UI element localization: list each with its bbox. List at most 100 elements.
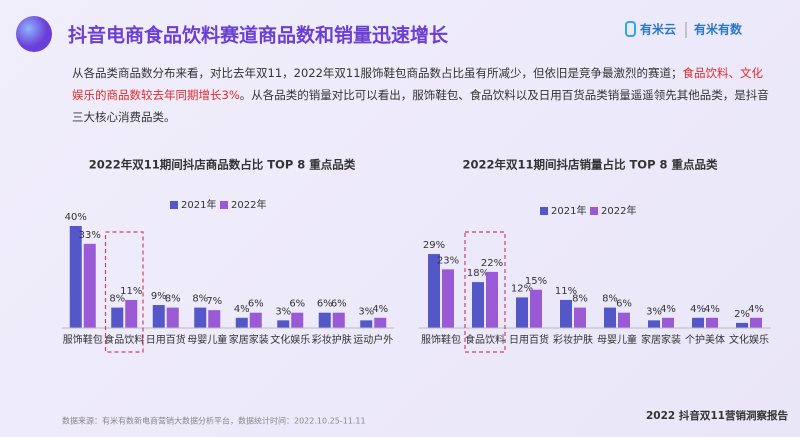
- bar: [662, 317, 674, 328]
- logo-icon: [625, 21, 636, 37]
- legend-label: 2021年: [551, 204, 586, 217]
- x-tick-label: 家居家装: [229, 333, 269, 346]
- legend-swatch: [170, 201, 178, 209]
- bar: [360, 320, 373, 328]
- bar: [736, 322, 748, 328]
- bar: [166, 307, 179, 328]
- chart-title: 2022年双11期间抖店商品数占比 TOP 8 重点品类: [89, 158, 356, 172]
- value-label: 4%: [372, 304, 388, 315]
- bar: [530, 289, 542, 328]
- bar: [69, 226, 82, 328]
- value-label: 8%: [109, 294, 125, 305]
- bar: [706, 317, 718, 328]
- value-label: 29%: [423, 240, 445, 251]
- value-label: 15%: [525, 276, 547, 287]
- highlight-box: [104, 231, 144, 353]
- x-tick-label: 日用百货: [146, 333, 186, 346]
- bar: [604, 307, 616, 328]
- value-label: 6%: [289, 299, 305, 310]
- bar: [472, 282, 484, 328]
- bar: [125, 299, 138, 328]
- x-tick-label: 服饰鞋包: [421, 333, 461, 346]
- chart-title: 2022年双11期间抖店销量占比 TOP 8 重点品类: [462, 158, 718, 172]
- x-tick-label: 文化娱乐: [270, 333, 310, 346]
- x-tick-label: 文化娱乐: [729, 333, 769, 346]
- bar: [618, 312, 630, 328]
- bar: [516, 297, 528, 328]
- value-label: 8%: [165, 294, 181, 305]
- value-label: 6%: [317, 299, 333, 310]
- value-label: 40%: [65, 212, 87, 223]
- x-tick-label: 母婴儿童: [187, 333, 227, 346]
- value-label: 4%: [704, 304, 720, 315]
- bar: [152, 305, 165, 328]
- value-label: 3%: [646, 306, 662, 317]
- value-label: 8%: [572, 294, 588, 305]
- x-tick-label: 运动户外: [353, 333, 393, 346]
- bar: [692, 317, 704, 328]
- value-label: 22%: [481, 258, 503, 269]
- value-label: 3%: [275, 306, 291, 317]
- value-label: 7%: [206, 296, 222, 307]
- x-tick-label: 食品饮料: [465, 333, 505, 346]
- x-tick-label: 彩妆护肤: [553, 333, 593, 346]
- logo-text: 有米云: [640, 22, 676, 37]
- value-label: 18%: [467, 268, 489, 279]
- bar: [442, 269, 454, 328]
- value-label: 6%: [616, 299, 632, 310]
- report-name: 2022 抖音双11营销洞察报告: [646, 409, 788, 422]
- paragraph-text: 从各品类商品数分布来看，对比去年双11，2022年双11服饰鞋包商品数占比虽有所…: [72, 66, 683, 80]
- value-label: 8%: [602, 294, 618, 305]
- x-tick-label: 家居家装: [641, 333, 681, 346]
- bar: [428, 254, 440, 328]
- value-label: 4%: [234, 304, 250, 315]
- legend-swatch: [540, 207, 548, 215]
- x-tick-label: 食品饮料: [104, 333, 144, 346]
- x-tick-label: 服饰鞋包: [63, 333, 103, 346]
- paragraph-highlight: 食品饮料、文化娱乐的商品数较去年同期增长3%: [72, 66, 764, 102]
- bar: [83, 243, 96, 328]
- bar: [249, 312, 262, 328]
- value-label: 4%: [660, 304, 676, 315]
- value-label: 3%: [358, 306, 374, 317]
- source-note: 数据来源：有米有数新电商营销大数据分析平台，数据统计时间：2022.10.25-…: [62, 416, 366, 426]
- bar: [208, 310, 221, 328]
- bar: [560, 299, 572, 328]
- value-label: 4%: [690, 304, 706, 315]
- paragraph: 从各品类商品数分布来看，对比去年双11，2022年双11服饰鞋包商品数占比虽有所…: [72, 62, 772, 128]
- highlight-box: [464, 231, 506, 353]
- legend-swatch: [220, 201, 228, 209]
- value-label: 8%: [192, 294, 208, 305]
- value-label: 12%: [511, 283, 533, 294]
- value-label: 23%: [437, 255, 459, 266]
- page-title: 抖音电商食品饮料赛道商品数和销量迅速增长: [68, 24, 449, 47]
- value-label: 11%: [120, 286, 142, 297]
- value-label: 6%: [248, 299, 264, 310]
- legend-label: 2022年: [231, 198, 266, 211]
- bar: [332, 312, 345, 328]
- decor-ball: [16, 16, 52, 52]
- bar: [648, 320, 660, 328]
- legend-label: 2021年: [181, 198, 216, 211]
- bar: [750, 317, 762, 328]
- bar: [486, 271, 498, 328]
- legend-swatch: [590, 207, 598, 215]
- value-label: 33%: [79, 230, 101, 241]
- bar: [374, 317, 387, 328]
- bar: [235, 317, 248, 328]
- value-label: 6%: [331, 299, 347, 310]
- bar: [277, 320, 290, 328]
- bar: [291, 312, 304, 328]
- value-label: 4%: [748, 304, 764, 315]
- x-tick-label: 日用百货: [509, 333, 549, 346]
- legend-label: 2022年: [601, 204, 636, 217]
- value-label: 2%: [734, 309, 750, 320]
- x-tick-label: 个护美体: [685, 333, 725, 346]
- x-tick-label: 母婴儿童: [597, 333, 637, 346]
- value-label: 11%: [555, 286, 577, 297]
- bar: [318, 312, 331, 328]
- logo-text: 有米有数: [694, 22, 743, 37]
- paragraph-text: 。从各品类的销量对比可以看出，服饰鞋包、食品饮料以及日用百货品类销量遥遥领先其他…: [72, 88, 769, 124]
